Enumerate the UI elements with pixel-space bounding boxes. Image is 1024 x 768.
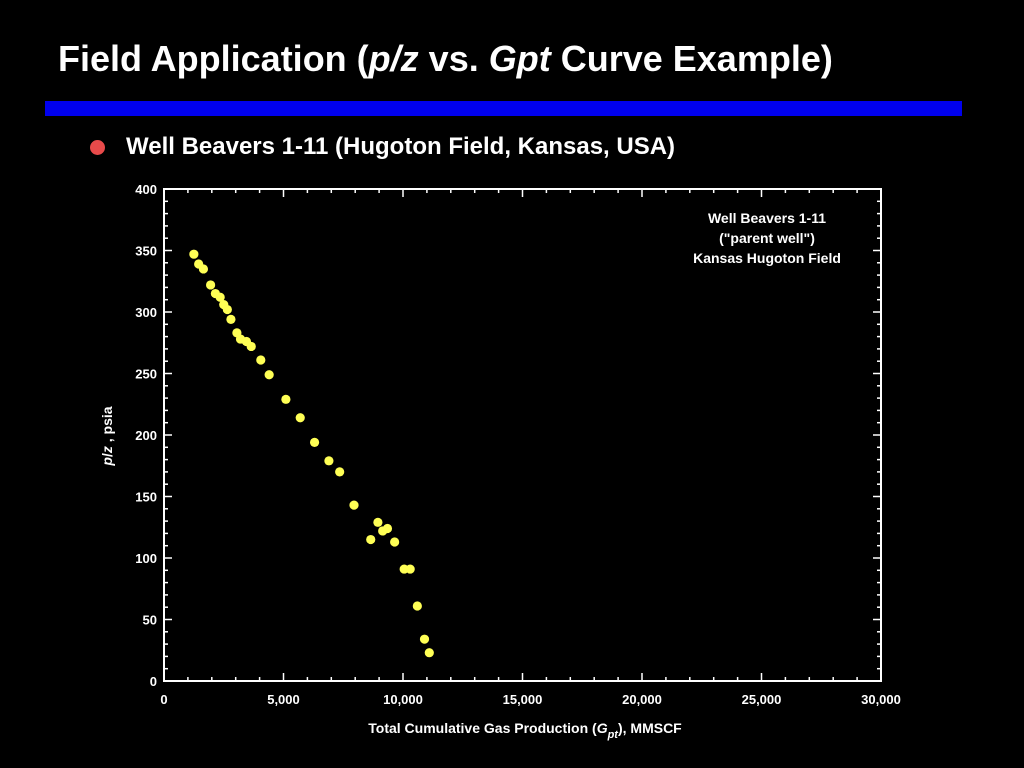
bullet-item: Well Beavers 1-11 (Hugoton Field, Kansas… — [90, 130, 675, 164]
x-tick-label: 0 — [160, 692, 167, 707]
x-tick-label: 5,000 — [267, 692, 300, 707]
data-point — [424, 648, 434, 658]
data-point — [189, 249, 199, 259]
data-point — [226, 314, 236, 324]
chart-annotation-line: ("parent well") — [719, 230, 815, 246]
data-point — [390, 537, 400, 547]
y-tick-label: 300 — [135, 305, 157, 320]
data-point — [373, 517, 383, 527]
data-point — [405, 564, 415, 574]
x-tick-label: 15,000 — [503, 692, 543, 707]
title-underline-bar — [45, 101, 962, 116]
y-tick-label: 100 — [135, 551, 157, 566]
data-point — [324, 456, 334, 466]
y-axis-title: p/z , psia — [99, 406, 115, 466]
data-point — [295, 413, 305, 423]
x-tick-label: 25,000 — [742, 692, 782, 707]
y-tick-label: 250 — [135, 367, 157, 382]
y-tick-label: 400 — [135, 182, 157, 197]
data-point — [309, 437, 320, 447]
title-part-vs: vs. — [418, 38, 489, 79]
data-point — [198, 264, 209, 274]
data-point — [412, 601, 422, 611]
x-axis-title: Total Cumulative Gas Production (Gpt), M… — [368, 720, 682, 741]
title-part-pz: p/z — [368, 38, 419, 79]
data-point — [419, 634, 430, 644]
data-point — [222, 304, 232, 315]
x-tick-label: 10,000 — [383, 692, 423, 707]
y-tick-label: 200 — [135, 428, 157, 443]
data-point — [281, 394, 291, 404]
data-point — [349, 500, 359, 510]
y-tick-label: 150 — [135, 490, 157, 505]
data-point — [256, 355, 266, 365]
bullet-text: Well Beavers 1-11 (Hugoton Field, Kansas… — [126, 133, 676, 160]
title-part-1: Field Application ( — [58, 38, 369, 79]
chart-annotation-line: Kansas Hugoton Field — [693, 250, 841, 266]
data-point — [206, 280, 216, 290]
data-point — [264, 370, 274, 380]
x-tick-label: 30,000 — [861, 692, 901, 707]
data-point — [215, 292, 225, 302]
bullet-dot-icon — [90, 139, 105, 155]
title-part-end: Curve Example) — [550, 38, 833, 79]
slide-title: Field Application (p/z vs. Gpt Curve Exa… — [58, 38, 833, 80]
data-point — [335, 467, 345, 477]
y-tick-label: 350 — [135, 244, 157, 259]
y-tick-label: 50 — [143, 613, 157, 628]
x-tick-label: 20,000 — [622, 692, 662, 707]
data-point — [382, 523, 393, 534]
title-part-gpt: Gpt — [488, 38, 551, 79]
y-tick-label: 0 — [150, 674, 157, 689]
chart-annotation-line: Well Beavers 1-11 — [708, 210, 826, 226]
data-point — [246, 341, 256, 352]
data-point — [366, 534, 376, 545]
